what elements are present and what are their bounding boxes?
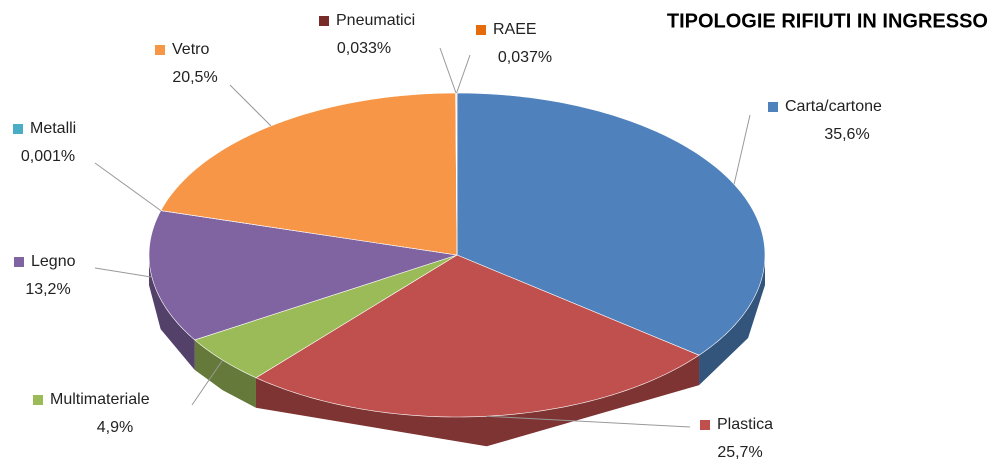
slice-side-shade <box>194 339 256 408</box>
category-label: Legno <box>31 253 76 270</box>
value-label: 0,033% <box>337 40 391 57</box>
legend-swatch <box>33 395 43 405</box>
category-label: Pneumatici <box>336 12 415 29</box>
chart-title: TIPOLOGIE RIFIUTI IN INGRESSO <box>667 10 988 32</box>
slice-side-shade <box>255 355 700 447</box>
value-label: 35,6% <box>824 126 869 143</box>
category-label: Vetro <box>172 41 209 58</box>
leader-line <box>456 54 471 94</box>
legend-swatch <box>13 124 23 134</box>
slice-side <box>194 339 256 408</box>
category-label: Plastica <box>717 416 773 433</box>
legend-swatch <box>319 16 329 26</box>
legend-swatch <box>476 25 486 35</box>
value-label: 0,001% <box>21 148 75 165</box>
legend-swatch <box>155 45 165 55</box>
slice-side <box>699 255 765 386</box>
value-label: 4,9% <box>97 419 133 436</box>
leader-line <box>733 114 751 185</box>
legend-swatch <box>768 102 778 112</box>
value-label: 25,7% <box>717 444 762 461</box>
category-label: Carta/cartone <box>785 98 882 115</box>
legend-swatch <box>14 257 24 267</box>
slice-side-shade <box>149 255 195 370</box>
slice-side <box>149 255 195 370</box>
slice <box>456 92 766 356</box>
leader-line <box>439 47 457 94</box>
slice-side <box>255 355 700 447</box>
category-label: Multimateriale <box>50 391 150 408</box>
category-label: Metalli <box>30 120 76 137</box>
leader-line <box>229 84 272 127</box>
value-label: 20,5% <box>172 69 217 86</box>
leader-line <box>191 359 224 406</box>
value-label: 0,037% <box>498 49 552 66</box>
legend-swatch <box>700 420 710 430</box>
value-label: 13,2% <box>25 281 70 298</box>
leader-line <box>94 162 162 212</box>
leader-line <box>486 415 691 428</box>
leader-line <box>94 267 152 278</box>
slice <box>194 254 458 379</box>
slice <box>255 254 700 418</box>
slice-side-shade <box>699 255 765 386</box>
slice <box>160 92 458 256</box>
category-label: RAEE <box>493 21 537 38</box>
